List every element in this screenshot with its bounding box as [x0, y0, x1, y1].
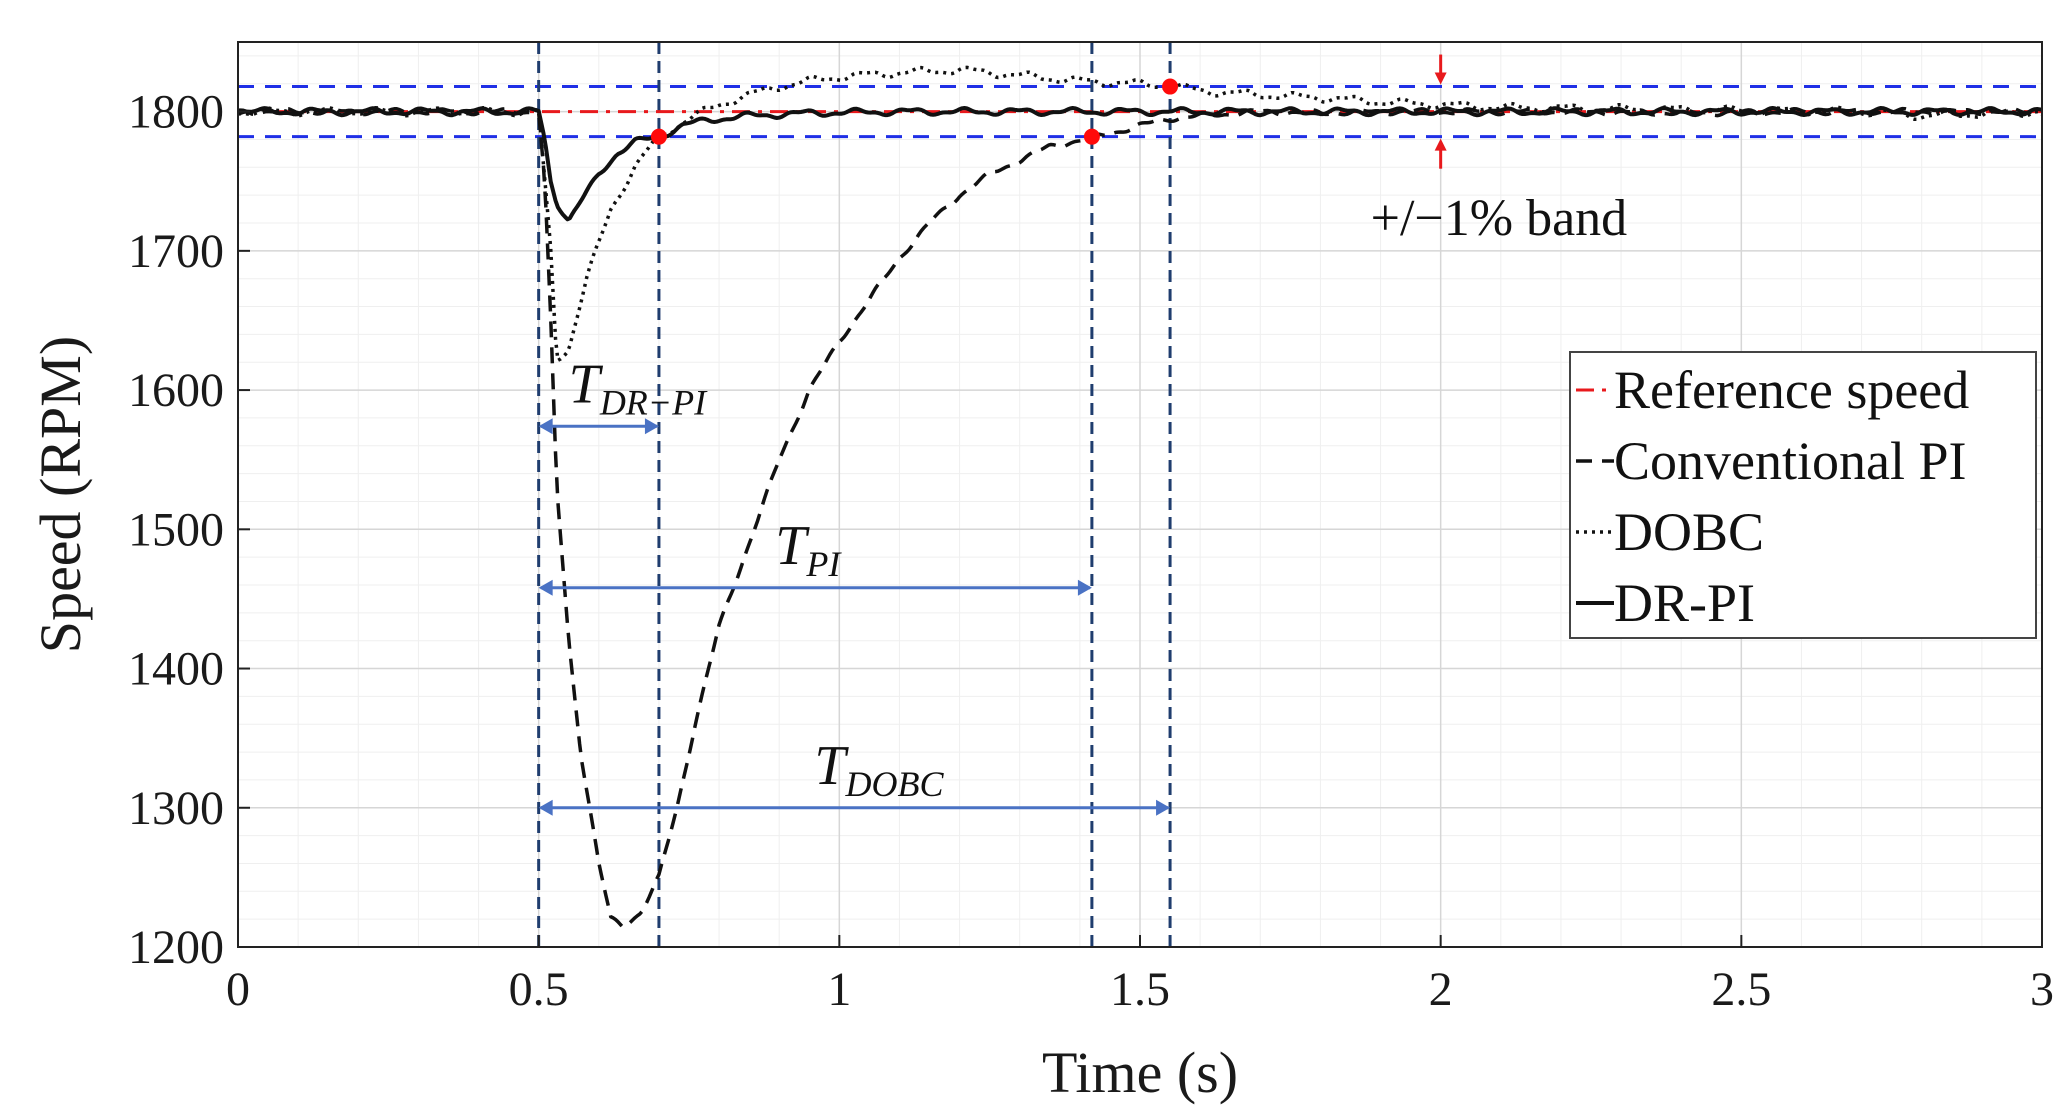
annotation-arrowhead-left — [538, 579, 553, 596]
legend-label-dr-pi: DR-PI — [1614, 573, 1755, 633]
annotation-label: TDOBC — [814, 735, 944, 804]
legend-box — [1569, 351, 2037, 639]
band-label: +/−1% band — [1371, 190, 1628, 247]
x-tick-label: 0.5 — [509, 963, 569, 1016]
series-lines — [237, 65, 2043, 929]
x-tick-label: 3 — [2030, 963, 2054, 1016]
annotation-arrowhead-left — [538, 799, 553, 816]
y-tick-label: 1600 — [128, 364, 224, 417]
band-label-group: +/−1% band — [1371, 54, 1628, 247]
x-axis-title: Time (s) — [1042, 1040, 1238, 1105]
x-tick-label: 1 — [827, 963, 851, 1016]
x-tick-label: 2 — [1429, 963, 1453, 1016]
settle-points — [650, 78, 1179, 145]
annotation-main: T — [814, 735, 849, 797]
x-axis-ticks: 0 0.5 1 1.5 2 2.5 3 — [226, 935, 2054, 1016]
settle-point-dobc — [1162, 78, 1179, 95]
annotation-arrowhead-left — [538, 418, 553, 435]
annotation-arrowhead-right — [1156, 799, 1171, 816]
series-dr-pi — [237, 106, 2043, 222]
x-tick-label: 1.5 — [1110, 963, 1170, 1016]
annotation-label: TDR−PI — [569, 353, 708, 422]
annotation-subscript: PI — [805, 544, 842, 584]
annotation-arrowhead-right — [644, 418, 659, 435]
y-tick-label: 1500 — [128, 503, 224, 556]
legend-label-conventional-pi: Conventional PI — [1614, 431, 1966, 491]
legend: Reference speed Conventional PI DOBC DR-PI — [1569, 351, 2037, 639]
x-tick-label: 0 — [226, 963, 250, 1016]
y-tick-label: 1700 — [128, 225, 224, 278]
x-tick-label: 2.5 — [1711, 963, 1771, 1016]
legend-label-dobc: DOBC — [1614, 502, 1764, 562]
annotation-arrowhead-right — [1077, 579, 1092, 596]
y-axis-ticks: 1200 1300 1400 1500 1600 1700 1800 — [128, 86, 250, 974]
annotation-subscript: DOBC — [845, 764, 945, 804]
annotation-label: TPI — [775, 515, 842, 584]
annotation-subscript: DR−PI — [599, 382, 708, 422]
y-axis-title: Speed (RPM) — [28, 336, 93, 653]
annotation-main: T — [569, 353, 604, 415]
annotation-main: T — [775, 515, 810, 577]
y-tick-label: 1400 — [128, 643, 224, 696]
band-arrow-top-head — [1434, 72, 1447, 85]
y-tick-label: 1800 — [128, 86, 224, 139]
legend-label-reference-speed: Reference speed — [1614, 360, 1969, 420]
settle-point-conventional-pi — [1083, 128, 1100, 145]
band-arrow-bottom-head — [1434, 138, 1447, 151]
series-dobc — [237, 65, 2043, 363]
y-tick-label: 1300 — [128, 782, 224, 835]
y-tick-label: 1200 — [128, 921, 224, 974]
settle-point-dr-pi — [650, 128, 667, 145]
